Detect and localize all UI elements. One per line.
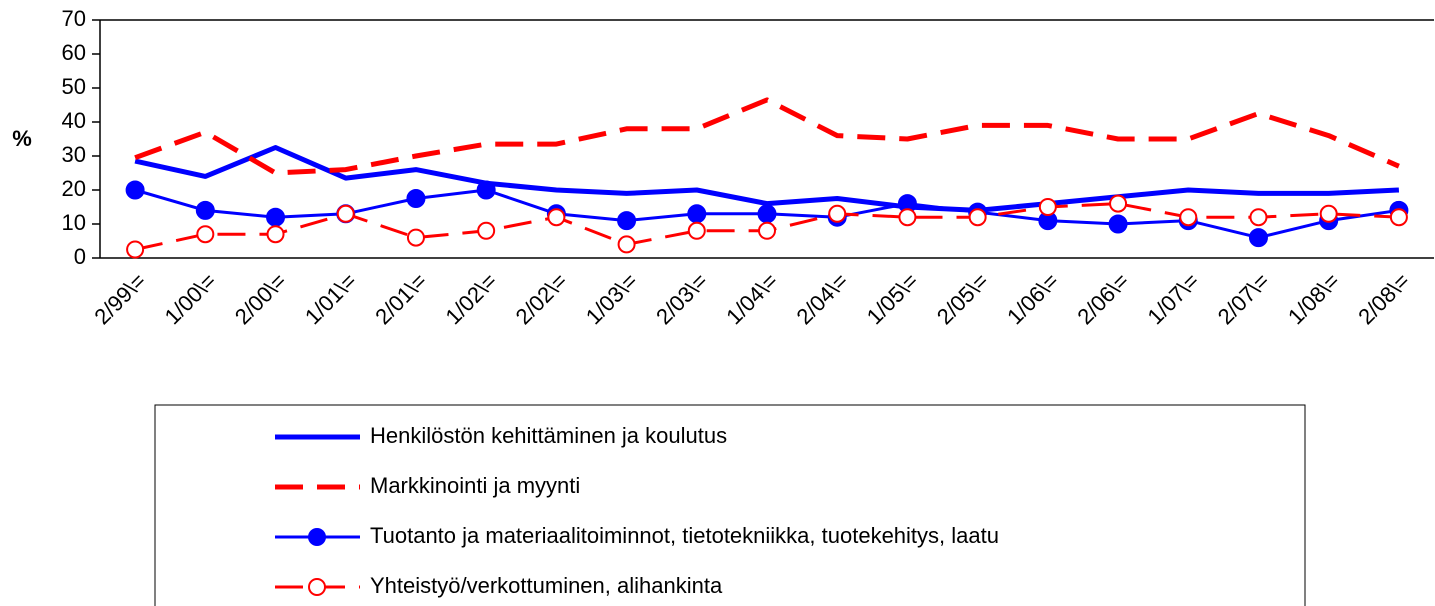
x-tick-label: 2/02\= (511, 268, 572, 329)
legend-frame (154, 404, 1306, 606)
x-tick-label: 1/00\= (160, 268, 221, 329)
x-tick-label: 2/06\= (1072, 268, 1133, 329)
x-tick-label: 2/05\= (932, 268, 993, 329)
legend-label: Tuotanto ja materiaalitoiminnot, tietote… (370, 523, 999, 548)
point (687, 204, 707, 224)
x-tick-label: 2/08\= (1353, 268, 1414, 329)
point (617, 211, 637, 231)
legend-label: Yhteistyö/verkottuminen, alihankinta (370, 573, 723, 598)
y-tick-label: 20 (62, 176, 86, 201)
point (898, 208, 917, 227)
point (1108, 214, 1128, 234)
x-tick-label: 1/04\= (721, 268, 782, 329)
point (266, 207, 286, 227)
point (266, 225, 285, 244)
x-tick-label: 1/03\= (581, 268, 642, 329)
point (828, 204, 847, 223)
x-tick-label: 1/08\= (1283, 268, 1344, 329)
x-tick-label: 1/05\= (862, 268, 923, 329)
point (1248, 228, 1268, 248)
point (477, 221, 496, 240)
y-tick-label: 70 (62, 6, 86, 31)
x-tick-label: 1/07\= (1143, 268, 1204, 329)
point (1319, 204, 1338, 223)
series-line (134, 145, 1400, 213)
y-axis-label: % (12, 126, 32, 151)
point (125, 180, 145, 200)
x-tick-label: 1/06\= (1002, 268, 1063, 329)
x-tick-label: 2/00\= (230, 268, 291, 329)
point (1109, 194, 1128, 213)
series-line (134, 97, 1400, 176)
point (1179, 208, 1198, 227)
point (126, 240, 145, 259)
point (336, 204, 355, 223)
y-tick-label: 30 (62, 142, 86, 167)
x-tick-label: 2/07\= (1213, 268, 1274, 329)
legend-label: Henkilöstön kehittäminen ja koulutus (370, 423, 727, 448)
point (1249, 208, 1268, 227)
point (1389, 208, 1408, 227)
y-tick-label: 0 (74, 244, 86, 269)
point (968, 208, 987, 227)
point (547, 208, 566, 227)
legend-marker (308, 578, 326, 596)
x-tick-label: 2/04\= (791, 268, 852, 329)
legend-marker (308, 528, 326, 546)
x-tick-label: 2/01\= (370, 268, 431, 329)
point (758, 221, 776, 240)
y-tick-label: 40 (62, 108, 86, 133)
x-tick-label: 2/03\= (651, 268, 712, 329)
y-tick-label: 60 (62, 40, 86, 65)
legend-label: Markkinointi ja myynti (370, 473, 580, 498)
point (476, 180, 496, 200)
point (617, 235, 636, 254)
x-tick-label: 2/99\= (89, 268, 150, 329)
y-tick-label: 50 (62, 74, 86, 99)
point (406, 228, 425, 247)
x-tick-label: 1/02\= (440, 268, 501, 329)
point (406, 189, 426, 208)
point (757, 204, 777, 224)
y-tick-label: 10 (62, 210, 86, 235)
point (687, 221, 706, 240)
point (195, 200, 215, 220)
legend: Henkilöstön kehittäminen ja koulutus Mark… (154, 404, 1306, 606)
x-tick-label: 1/01\= (300, 268, 361, 329)
point (196, 225, 215, 244)
point (1038, 198, 1057, 216)
